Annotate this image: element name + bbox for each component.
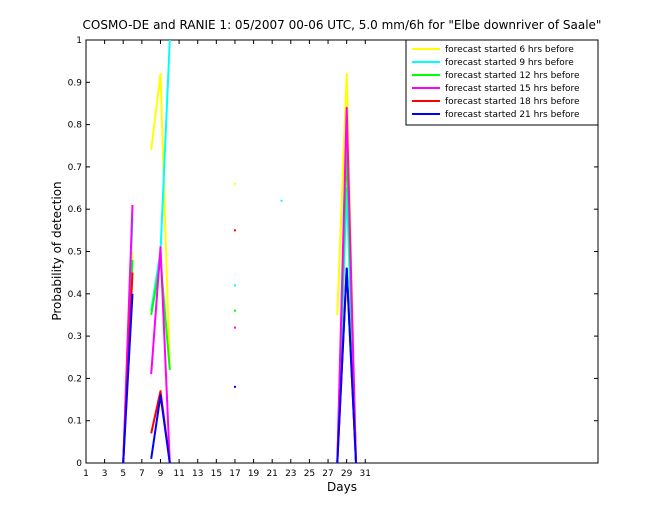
x-tick-label: 29 [341,469,353,479]
y-tick-label: 0.7 [68,163,82,173]
y-tick-label: 0.9 [68,78,83,88]
x-tick-label: 1 [83,469,89,479]
series-point [233,229,236,232]
legend-entry: forecast started 21 hrs before [445,110,580,120]
legend: forecast started 6 hrs before forecast st… [405,39,599,126]
series-point [233,326,236,329]
y-tick-label: 0.8 [68,121,83,131]
x-tick-label: 21 [266,469,277,479]
y-tick-label: 0.3 [68,332,82,342]
legend-entry: forecast started 6 hrs before [445,45,574,55]
series-layer [122,39,357,464]
series-line [122,293,134,464]
x-tick-label: 17 [229,469,240,479]
series-point [233,284,236,287]
series-line [150,246,171,464]
y-tick-label: 0.1 [68,417,82,427]
series-line [336,106,357,464]
x-tick-label: 7 [139,469,145,479]
legend-box [405,39,599,126]
series-point [233,385,236,388]
x-axis: 1 3 5 7 9 11 13 15 17 19 21 23 25 27 29 31 [83,40,371,479]
legend-entry: forecast started 18 hrs before [445,97,580,107]
y-tick-label: 0.6 [68,205,83,215]
x-tick-label: 11 [173,469,184,479]
x-tick-label: 9 [158,469,164,479]
x-axis-label: Days [327,480,357,494]
x-tick-label: 25 [304,469,315,479]
y-axis: 0 0.1 0.2 0.3 0.4 0.5 0.6 0.7 0.8 0.9 1 [68,36,598,469]
y-tick-label: 1 [76,36,82,46]
series-point [233,182,236,185]
x-tick-label: 19 [248,469,260,479]
x-tick-label: 13 [192,469,203,479]
chart-title: COSMO-DE and RANIE 1: 05/2007 00-06 UTC,… [83,18,602,32]
series-6 [122,267,357,464]
y-tick-label: 0.2 [68,374,82,384]
y-tick-label: 0.5 [68,248,82,258]
legend-entry: forecast started 9 hrs before [445,58,574,68]
series-line [150,72,171,370]
legend-entry: forecast started 15 hrs before [445,84,580,94]
series-line [150,394,171,464]
x-tick-label: 5 [120,469,126,479]
y-tick-label: 0 [76,459,82,469]
x-tick-label: 15 [211,469,222,479]
series-point [233,309,236,312]
x-tick-label: 27 [322,469,333,479]
x-tick-label: 3 [102,469,108,479]
x-tick-label: 31 [360,469,371,479]
series-point [280,199,283,202]
series-line [336,267,357,464]
y-axis-label: Probability of detection [50,181,64,320]
y-tick-label: 0.4 [68,290,83,300]
x-tick-label: 23 [285,469,296,479]
legend-entry: forecast started 12 hrs before [445,71,580,81]
